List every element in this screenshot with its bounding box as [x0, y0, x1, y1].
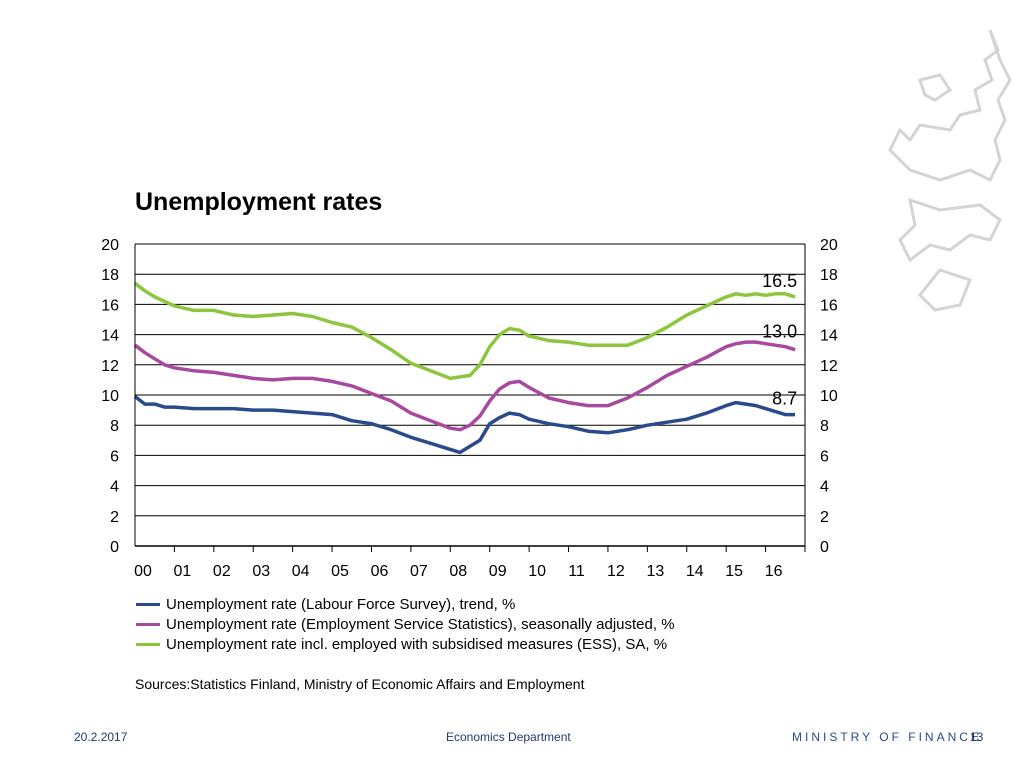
sources-label: Sources:	[135, 676, 191, 692]
legend-swatch-ess	[136, 622, 160, 626]
x-tick-label: 11	[568, 563, 585, 580]
chart-title: Unemployment rates	[135, 188, 383, 216]
y-tick-label-left: 12	[101, 358, 119, 375]
x-tick-label: 06	[371, 563, 389, 580]
page-number: 13	[970, 730, 984, 744]
series-line-2	[133, 281, 796, 381]
y-tick-label-left: 6	[110, 448, 119, 465]
legend-label-ess: Unemployment rate (Employment Service St…	[166, 615, 675, 633]
x-tick-label: 03	[252, 563, 270, 580]
x-tick-label: 16	[765, 563, 783, 580]
legend-swatch-subsidised	[136, 642, 160, 646]
series-lines	[133, 281, 796, 455]
x-tick-label: 10	[528, 563, 546, 580]
lion-crest-icon	[888, 29, 1012, 312]
x-tick-label: 01	[174, 563, 192, 580]
legend: Unemployment rate (Labour Force Survey),…	[136, 594, 675, 654]
y-tick-label-right: 12	[820, 358, 838, 375]
y-tick-label-right: 8	[820, 418, 829, 435]
y-tick-label-right: 20	[820, 237, 838, 254]
y-tick-label-right: 18	[820, 267, 838, 284]
y-tick-label-left: 0	[110, 539, 119, 556]
y-tick-label-right: 2	[820, 509, 829, 526]
x-tick-label: 14	[686, 563, 704, 580]
axes	[134, 244, 806, 552]
y-tick-label-left: 4	[110, 479, 119, 496]
y-tick-label-left: 10	[101, 388, 119, 405]
footer-date: 20.2.2017	[74, 730, 128, 744]
x-tick-label: 05	[331, 563, 349, 580]
y-tick-label-left: 2	[110, 509, 119, 526]
grid-lines	[135, 243, 805, 547]
x-tick-label: 15	[725, 563, 743, 580]
y-tick-label-left: 20	[101, 237, 119, 254]
y-tick-label-left: 16	[101, 297, 119, 314]
y-tick-label-left: 18	[101, 267, 119, 284]
y-tick-label-right: 10	[820, 388, 838, 405]
y-tick-label-left: 14	[101, 328, 119, 345]
x-tick-label: 08	[449, 563, 467, 580]
y-tick-label-right: 6	[820, 448, 829, 465]
end-value-label: 13.0	[762, 322, 797, 342]
y-tick-label-right: 4	[820, 479, 829, 496]
y-tick-label-right: 14	[820, 328, 838, 345]
x-tick-label: 12	[607, 563, 625, 580]
legend-label-subsidised: Unemployment rate incl. employed with su…	[166, 635, 668, 653]
legend-label-lfs: Unemployment rate (Labour Force Survey),…	[166, 595, 516, 613]
end-value-label: 16.5	[762, 271, 797, 291]
legend-item-ess: Unemployment rate (Employment Service St…	[136, 614, 675, 634]
series-line-1	[133, 340, 796, 432]
x-tick-label: 02	[213, 563, 231, 580]
y-tick-label-left: 8	[110, 418, 119, 435]
x-tick-label: 04	[292, 563, 310, 580]
legend-swatch-lfs	[136, 602, 160, 606]
x-tick-label: 00	[134, 563, 152, 580]
end-value-label: 8.7	[772, 389, 797, 409]
legend-item-lfs: Unemployment rate (Labour Force Survey),…	[136, 594, 675, 614]
sources-text: Statistics Finland, Ministry of Economic…	[190, 676, 585, 692]
y-tick-label-right: 0	[820, 539, 829, 556]
x-tick-label: 13	[646, 563, 664, 580]
footer-department: Economics Department	[446, 730, 571, 744]
series-line-0	[133, 395, 796, 455]
footer-ministry: MINISTRY OF FINANCE	[792, 730, 982, 744]
x-tick-label: 09	[489, 563, 507, 580]
sources-note: Sources:Statistics Finland, Ministry of …	[135, 676, 584, 692]
legend-item-subsidised: Unemployment rate incl. employed with su…	[136, 634, 675, 654]
y-tick-label-right: 16	[820, 297, 838, 314]
x-tick-label: 07	[410, 563, 428, 580]
